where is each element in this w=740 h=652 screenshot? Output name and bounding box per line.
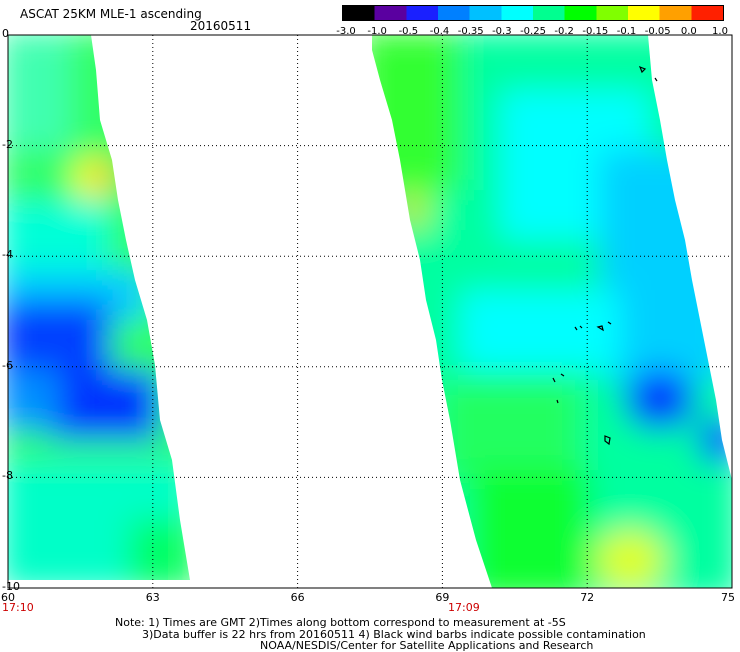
longitude-label: 63 — [145, 591, 160, 604]
map-frame — [7, 34, 733, 589]
colorbar-label: 1.0 — [712, 26, 728, 37]
colorbar-label: 0.0 — [680, 26, 697, 37]
colorbar-label: -0.25 — [520, 26, 546, 37]
colorbar-label: -0.3 — [492, 26, 512, 37]
colorbar-label: -0.15 — [582, 26, 609, 37]
grid-lines — [8, 35, 732, 588]
pass-time-right: 17:09 — [448, 601, 480, 614]
longitude-label: 69 — [435, 591, 450, 604]
longitude-label: 60 — [1, 591, 15, 604]
right-swath — [372, 35, 732, 588]
map-date: 20160511 — [190, 19, 252, 33]
colorbar-label: -0.4 — [429, 26, 450, 37]
longitude-label: 75 — [721, 591, 735, 604]
colorbar-label: -0.35 — [457, 26, 484, 37]
note-line-2: 3)Data buffer is 22 hrs from 20160511 4)… — [142, 628, 646, 641]
contamination-barbs — [552, 65, 658, 446]
latitude-label: -6 — [2, 358, 13, 372]
note-line-3: NOAA/NESDIS/Center for Satellite Applica… — [260, 639, 594, 652]
colorbar — [342, 5, 724, 21]
latitude-label: -10 — [2, 580, 20, 593]
longitude-label: 72 — [580, 591, 595, 604]
left-swath — [8, 35, 190, 580]
longitude-label: 66 — [290, 591, 305, 604]
colorbar-label: -0.2 — [554, 26, 574, 37]
colorbar-label: -0.5 — [398, 26, 419, 37]
colorbar-label: -0.1 — [616, 26, 637, 37]
pass-time-left: 17:10 — [2, 601, 34, 614]
colorbar-label: -0.05 — [644, 26, 671, 37]
colorbar-label: -3.0 — [336, 26, 356, 37]
colorbar-label: -1.0 — [367, 26, 387, 37]
map-title: ASCAT 25KM MLE-1 ascending — [20, 7, 202, 21]
latitude-label: 0 — [2, 27, 9, 40]
note-line-1: Note: 1) Times are GMT 2)Times along bot… — [115, 616, 566, 629]
latitude-label: -4 — [2, 248, 13, 262]
latitude-label: -8 — [2, 469, 13, 483]
latitude-label: -2 — [2, 137, 13, 151]
